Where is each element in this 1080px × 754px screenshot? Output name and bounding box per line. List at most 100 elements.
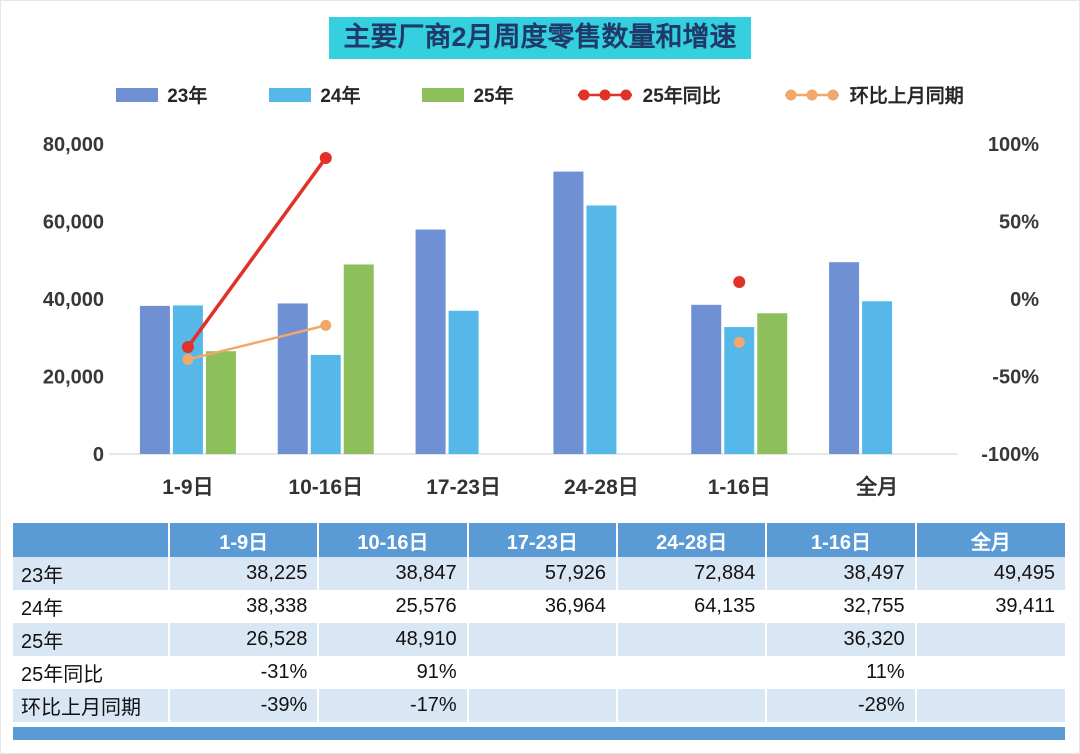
table-cell: 57,926 bbox=[467, 557, 618, 590]
table-cell: -39% bbox=[169, 689, 320, 722]
bar-23年-10-16日 bbox=[277, 303, 308, 454]
table-header-1-9日: 1-9日 bbox=[169, 523, 320, 557]
table-cell bbox=[915, 623, 1065, 656]
x-axis-label: 10-16日 bbox=[288, 476, 363, 499]
table-cell: 39,411 bbox=[995, 595, 1055, 617]
table-row-23年: 23年 38,225 38,847 57,926 72,884 38,497 49,495 bbox=[13, 557, 1065, 590]
x-axis-label: 全月 bbox=[855, 475, 898, 499]
bar-23年-24-28日 bbox=[553, 171, 584, 454]
table-row-环比上月同期: 环比上月同期 -39% -17% -28% bbox=[13, 689, 1065, 722]
bar-24年-1-16日 bbox=[724, 327, 755, 454]
table-cell bbox=[616, 689, 768, 722]
table-cell: 11% bbox=[766, 656, 917, 689]
table-cell: 49,495 bbox=[915, 557, 1065, 590]
bar-25年-10-16日 bbox=[343, 264, 374, 454]
table-cell: -28% bbox=[766, 689, 917, 722]
table-row-25年同比: 25年同比 -31% 91% 11% bbox=[13, 656, 1065, 689]
row-label: 环比上月同期 bbox=[13, 689, 170, 722]
x-axis-label: 17-23日 bbox=[426, 476, 501, 499]
chart-title: 主要厂商2月周度零售数量和增速 bbox=[329, 17, 751, 59]
legend-line-yoy bbox=[577, 89, 632, 100]
bar-24年-17-23日 bbox=[448, 310, 479, 454]
table-wrap: 1-9日 10-16日 17-23日 24-28日 1-16日 全月 23年 38,225 38… bbox=[13, 523, 1065, 722]
title-wrap: 主要厂商2月周度零售数量和增速 bbox=[1, 17, 1079, 59]
table-cell: -31% bbox=[169, 656, 320, 689]
retail-chart: 0 20,000 40,000 60,000 80,000 -100% -50% 0% 50% 1… bbox=[43, 134, 1039, 499]
row-label: 24年 bbox=[13, 590, 170, 623]
point-25年同比-10-16日 bbox=[319, 151, 332, 164]
legend: 23年 24年 25年 25年同比 环比上月同期 bbox=[1, 81, 1079, 108]
table-cell: 32,755 bbox=[766, 590, 917, 623]
bar-24年-1-9日 bbox=[172, 305, 203, 454]
x-axis-label: 1-9日 bbox=[162, 476, 213, 499]
legend-item-25: 25年 bbox=[422, 81, 514, 108]
legend-label-24: 24年 bbox=[320, 86, 361, 107]
table-cell: 72,884 bbox=[616, 557, 768, 590]
bar-24年-24-28日 bbox=[586, 205, 617, 454]
table-cell bbox=[467, 689, 618, 722]
legend-swatch-23 bbox=[116, 87, 159, 102]
line-环比上月同期 bbox=[187, 324, 327, 361]
point-25年同比-1-9日 bbox=[181, 341, 194, 354]
bar-23年-1-16日 bbox=[691, 304, 722, 454]
right-axis-tick: -100% bbox=[981, 444, 1039, 466]
legend-label-yoy: 25年同比 bbox=[642, 86, 721, 107]
legend-label-23: 23年 bbox=[167, 86, 208, 107]
table-cell: 38,225 bbox=[169, 557, 320, 590]
left-axis-tick: 0 bbox=[93, 444, 104, 466]
bar-23年-1-9日 bbox=[139, 305, 170, 454]
row-label: 25年同比 bbox=[13, 656, 170, 689]
retail-table: 1-9日 10-16日 17-23日 24-28日 1-16日 全月 23年 38,225 38… bbox=[13, 523, 1065, 722]
x-axis-label: 1-16日 bbox=[708, 476, 771, 499]
table-cell: 36,320 bbox=[766, 623, 917, 656]
point-环比上月同期-1-9日 bbox=[182, 353, 194, 365]
table-cell: 26,528 bbox=[169, 623, 320, 656]
table-cell: -17% bbox=[318, 689, 469, 722]
right-axis-tick: -50% bbox=[992, 367, 1039, 389]
bar-23年-全月 bbox=[829, 262, 860, 454]
table-cell bbox=[616, 656, 768, 689]
right-axis-tick: 100% bbox=[988, 134, 1039, 156]
point-25年同比-1-16日 bbox=[733, 275, 746, 288]
left-axis-tick: 20,000 bbox=[43, 367, 104, 389]
table-header-17-23日: 17-23日 bbox=[467, 523, 618, 557]
left-axis-tick: 60,000 bbox=[43, 212, 104, 234]
line-25年同比 bbox=[186, 156, 328, 349]
table-cell: 38,847 bbox=[318, 557, 469, 590]
table-cell bbox=[616, 623, 768, 656]
table-cell: 64,135 bbox=[616, 590, 768, 623]
bar-24年-全月 bbox=[862, 301, 893, 454]
row-label: 25年 bbox=[13, 623, 170, 656]
bar-25年-1-9日 bbox=[205, 351, 236, 454]
left-axis-tick: 80,000 bbox=[43, 134, 104, 156]
left-axis-tick: 40,000 bbox=[43, 289, 104, 311]
point-环比上月同期-1-16日 bbox=[733, 336, 745, 348]
row-label: 23年 bbox=[13, 557, 170, 590]
table-cell bbox=[915, 689, 1065, 722]
legend-item-yoy: 25年同比 bbox=[576, 81, 721, 108]
table-cell: 25,576 bbox=[318, 590, 469, 623]
legend-line-mom bbox=[784, 89, 839, 100]
legend-label-mom: 环比上月同期 bbox=[849, 86, 964, 107]
table-cell: 36,964 bbox=[467, 590, 618, 623]
table-cell bbox=[916, 656, 1065, 689]
table-cell: 38,338 bbox=[169, 590, 320, 623]
right-axis-tick: 50% bbox=[999, 212, 1039, 234]
table-header-row: 1-9日 10-16日 17-23日 24-28日 1-16日 全月 bbox=[13, 523, 1065, 557]
table-cell: 91% bbox=[318, 656, 469, 689]
table-cell: 38,497 bbox=[766, 557, 917, 590]
legend-label-25: 25年 bbox=[473, 86, 514, 107]
table-header-1-16日: 1-16日 bbox=[766, 523, 917, 557]
table-cell bbox=[467, 656, 618, 689]
bottom-strip bbox=[13, 727, 1065, 740]
right-axis-tick: 0% bbox=[1010, 289, 1039, 311]
table-header-10-16日: 10-16日 bbox=[318, 523, 469, 557]
legend-item-mom: 环比上月同期 bbox=[783, 81, 964, 108]
table-header-全月: 全月 bbox=[915, 523, 1065, 557]
legend-swatch-24 bbox=[269, 87, 312, 102]
table-header-24-28日: 24-28日 bbox=[616, 523, 768, 557]
table-cell bbox=[467, 623, 618, 656]
table-row-24年: 24年 38,338 25,576 36,964 64,135 32,755 39,411 bbox=[13, 590, 1065, 623]
table-header-blank bbox=[13, 523, 170, 557]
